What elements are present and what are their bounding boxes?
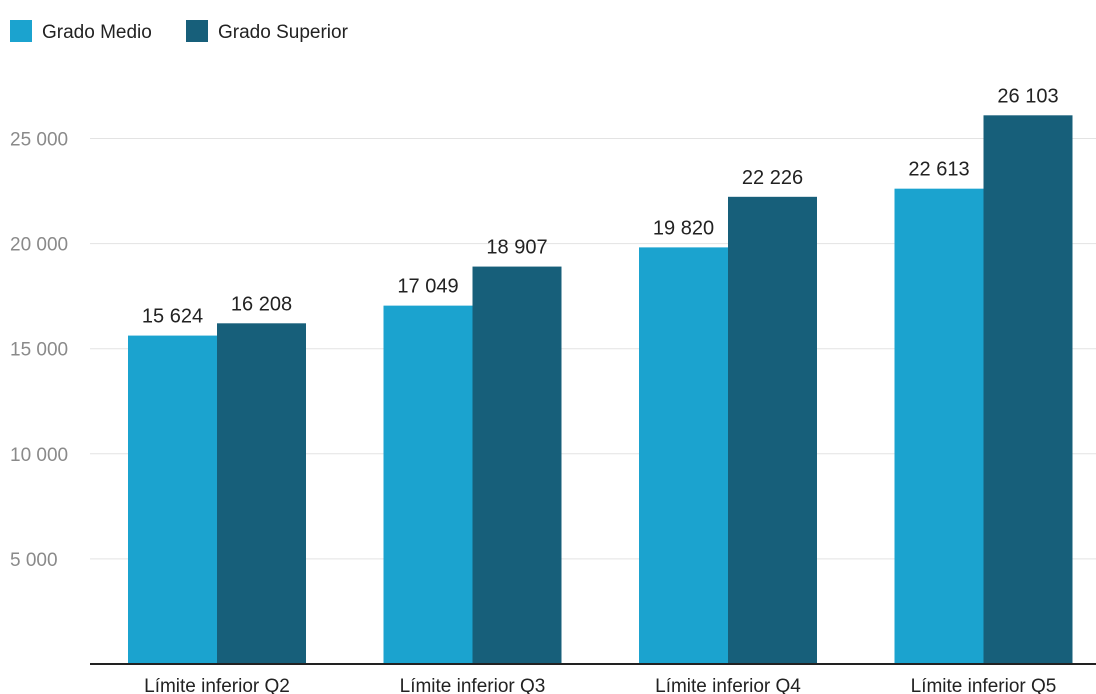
legend-label-grado-superior: Grado Superior: [218, 22, 349, 43]
bar-grado-medio: [128, 335, 217, 664]
bar-grado-medio: [639, 247, 728, 664]
data-label: 15 624: [142, 306, 203, 328]
legend: Grado Medio Grado Superior: [10, 20, 349, 43]
bar-grado-superior: [217, 323, 306, 664]
legend-swatch-grado-medio: [10, 20, 32, 42]
y-tick-label: 25 000: [10, 130, 68, 151]
bar-grado-medio: [383, 305, 473, 664]
bar-grado-superior: [472, 266, 562, 664]
data-label: 18 907: [486, 237, 547, 259]
x-tick-label: Límite inferior Q3: [400, 676, 546, 694]
data-label: 26 103: [997, 85, 1058, 107]
y-tick-label: 20 000: [10, 235, 68, 256]
y-axis-ticks: 5 000 10 000 15 000 20 000 25 000: [10, 130, 68, 571]
bar-grado-superior: [728, 196, 817, 664]
y-tick-label: 15 000: [10, 340, 68, 361]
legend-label-grado-medio: Grado Medio: [42, 22, 152, 43]
x-axis-labels: Límite inferior Q2 Límite inferior Q3 Lími…: [144, 676, 1056, 694]
x-tick-label: Límite inferior Q4: [655, 676, 801, 694]
data-label: 16 208: [231, 293, 292, 315]
data-label: 22 613: [908, 159, 969, 181]
legend-swatch-grado-superior: [186, 20, 208, 42]
x-tick-label: Límite inferior Q5: [911, 676, 1057, 694]
bar-grado-medio: [894, 188, 984, 664]
data-label: 17 049: [397, 276, 458, 298]
value-labels: 15 624 16 208 17 049 18 907 19 820 22 226 22 6…: [142, 85, 1059, 327]
bars: [128, 115, 1073, 664]
data-label: 19 820: [653, 217, 714, 239]
x-tick-label: Límite inferior Q2: [144, 676, 290, 694]
data-label: 22 226: [742, 167, 803, 189]
y-tick-label: 10 000: [10, 445, 68, 466]
bar-grado-superior: [983, 115, 1073, 664]
y-tick-label: 5 000: [10, 550, 58, 571]
